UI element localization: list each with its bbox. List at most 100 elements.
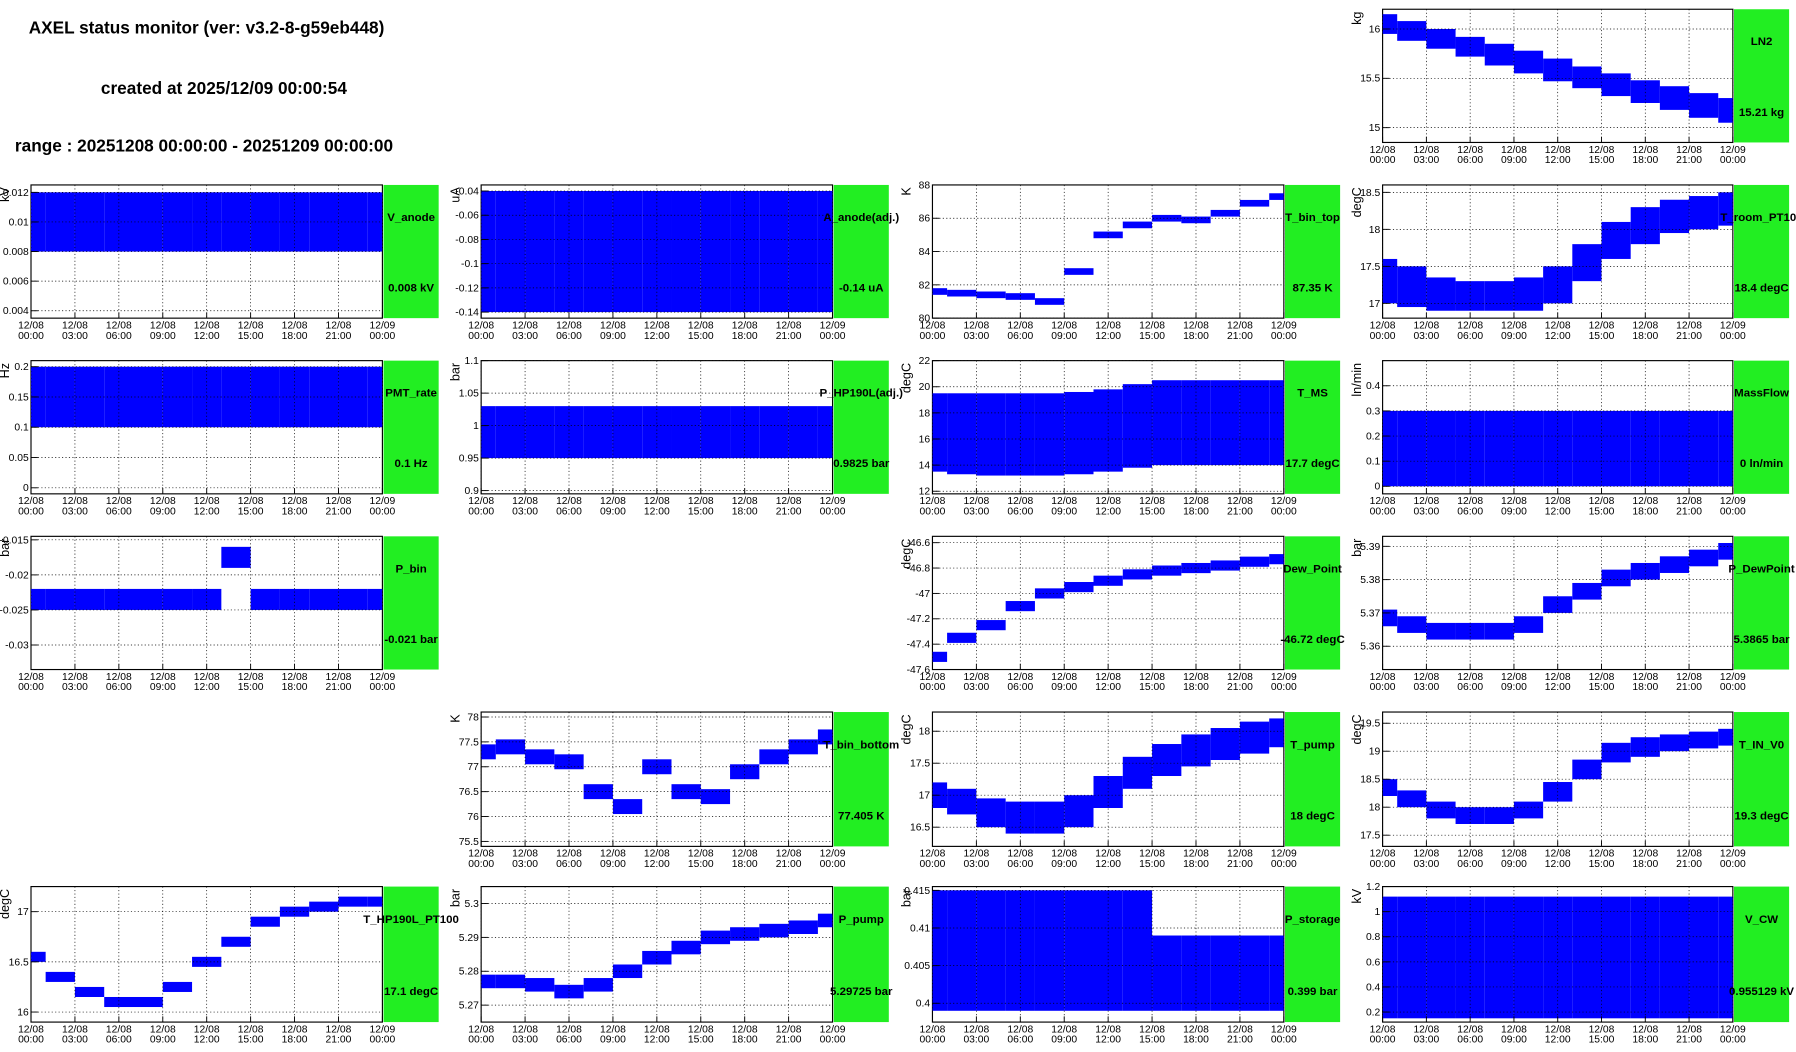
x-tick-date: 12/09 bbox=[820, 1024, 846, 1035]
x-tick-time: 09:00 bbox=[150, 507, 176, 518]
x-tick-date: 12/08 bbox=[1007, 320, 1033, 331]
data-band bbox=[1659, 896, 1690, 1019]
data-band bbox=[481, 190, 496, 313]
data-band bbox=[1601, 896, 1631, 1019]
readout-value: 77.405 K bbox=[838, 811, 885, 823]
x-tick-time: 15:00 bbox=[1589, 331, 1615, 342]
x-tick-date: 12/08 bbox=[1051, 672, 1077, 683]
readout-value: 19.3 degC bbox=[1734, 811, 1788, 823]
panel: 16.51717.51812/0800:0012/0803:0012/0806:… bbox=[900, 711, 1341, 870]
x-tick-date: 12/08 bbox=[1632, 1024, 1658, 1035]
x-tick-date: 12/08 bbox=[600, 496, 626, 507]
x-tick-date: 12/08 bbox=[1007, 849, 1033, 860]
data-band bbox=[976, 393, 1006, 476]
y-axis-unit: kV bbox=[0, 187, 12, 202]
data-band bbox=[788, 739, 818, 755]
y-tick-label: 18 bbox=[1369, 803, 1381, 814]
x-tick-date: 12/08 bbox=[106, 496, 132, 507]
x-tick-time: 00:00 bbox=[1720, 507, 1746, 518]
readout-box bbox=[1284, 360, 1341, 494]
x-tick-date: 12/08 bbox=[1545, 145, 1571, 156]
x-tick-date: 12/08 bbox=[1227, 849, 1253, 860]
readout-box bbox=[833, 360, 889, 494]
x-tick-time: 21:00 bbox=[776, 859, 802, 870]
data-band bbox=[1122, 890, 1153, 1011]
data-band bbox=[162, 981, 193, 992]
x-tick-time: 15:00 bbox=[1139, 859, 1165, 870]
readout-box bbox=[1733, 9, 1790, 143]
x-tick-date: 12/08 bbox=[1370, 496, 1396, 507]
x-tick-time: 21:00 bbox=[776, 507, 802, 518]
data-band bbox=[788, 920, 818, 935]
panel: 5.275.285.295.312/0800:0012/0803:0012/08… bbox=[448, 886, 893, 1046]
data-band bbox=[583, 978, 613, 992]
data-band bbox=[250, 588, 280, 610]
y-axis-unit: ln/min bbox=[1350, 363, 1364, 397]
data-band bbox=[759, 190, 789, 313]
data-band bbox=[817, 190, 833, 313]
x-tick-date: 12/08 bbox=[1370, 849, 1396, 860]
data-band bbox=[1382, 779, 1398, 797]
x-tick-time: 00:00 bbox=[1720, 859, 1746, 870]
data-band bbox=[1152, 935, 1182, 1011]
panel: 17.51818.51919.512/0800:0012/0803:0012/0… bbox=[1350, 711, 1790, 870]
x-tick-time: 06:00 bbox=[106, 1035, 132, 1046]
data-band bbox=[671, 940, 701, 955]
data-band bbox=[1210, 209, 1240, 217]
data-band bbox=[1426, 28, 1456, 49]
data-band bbox=[1455, 36, 1485, 57]
y-tick-label: -0.025 bbox=[0, 605, 29, 616]
data-band bbox=[1239, 199, 1270, 207]
data-band bbox=[495, 406, 526, 459]
y-tick-label: 16 bbox=[1369, 24, 1381, 35]
y-tick-label: 16 bbox=[17, 1007, 29, 1018]
readout-box bbox=[1284, 712, 1341, 847]
data-band bbox=[250, 916, 280, 927]
x-tick-date: 12/08 bbox=[776, 849, 802, 860]
y-tick-label: 18.5 bbox=[1360, 775, 1380, 786]
x-tick-date: 12/08 bbox=[732, 1024, 758, 1035]
x-tick-date: 12/08 bbox=[1589, 145, 1615, 156]
data-band bbox=[1513, 50, 1544, 74]
x-tick-time: 00:00 bbox=[468, 1035, 494, 1046]
data-band bbox=[932, 288, 948, 295]
x-tick-time: 00:00 bbox=[1370, 1035, 1396, 1046]
data-band bbox=[932, 651, 948, 662]
data-band bbox=[1269, 380, 1284, 466]
readout-value: -46.72 degC bbox=[1280, 634, 1344, 646]
data-band bbox=[817, 913, 833, 928]
y-tick-label: 77 bbox=[467, 762, 479, 773]
x-tick-date: 12/08 bbox=[1095, 496, 1121, 507]
x-tick-date: 12/08 bbox=[556, 496, 582, 507]
x-tick-date: 12/09 bbox=[820, 849, 846, 860]
x-tick-time: 21:00 bbox=[1676, 859, 1702, 870]
x-tick-date: 12/09 bbox=[369, 1024, 395, 1035]
x-tick-time: 18:00 bbox=[1632, 859, 1658, 870]
panel: 1717.51818.512/0800:0012/0803:0012/0806:… bbox=[1350, 184, 1796, 342]
readout-value: -0.14 uA bbox=[839, 283, 884, 295]
x-tick-time: 21:00 bbox=[326, 1035, 352, 1046]
y-tick-label: 1.05 bbox=[459, 389, 479, 400]
y-tick-label: -47.2 bbox=[907, 614, 931, 625]
data-band bbox=[74, 588, 105, 610]
readout-value: 5.29725 bar bbox=[830, 986, 893, 998]
data-band bbox=[759, 749, 789, 765]
x-tick-date: 12/08 bbox=[1051, 320, 1077, 331]
x-tick-time: 09:00 bbox=[600, 1035, 626, 1046]
x-tick-time: 06:00 bbox=[1457, 507, 1483, 518]
y-axis-unit: degC bbox=[0, 889, 12, 919]
x-tick-date: 12/08 bbox=[282, 320, 308, 331]
y-tick-label: 78 bbox=[467, 712, 479, 723]
x-tick-date: 12/08 bbox=[62, 496, 88, 507]
data-band bbox=[1689, 93, 1719, 118]
x-tick-time: 06:00 bbox=[556, 507, 582, 518]
x-tick-date: 12/08 bbox=[238, 496, 264, 507]
y-tick-label: -0.03 bbox=[5, 640, 29, 651]
x-tick-time: 00:00 bbox=[1720, 155, 1746, 166]
data-band bbox=[1426, 277, 1456, 311]
data-band bbox=[1152, 380, 1182, 466]
data-band bbox=[1426, 410, 1456, 487]
y-tick-label: 0.006 bbox=[3, 277, 29, 288]
x-tick-date: 12/08 bbox=[1457, 672, 1483, 683]
